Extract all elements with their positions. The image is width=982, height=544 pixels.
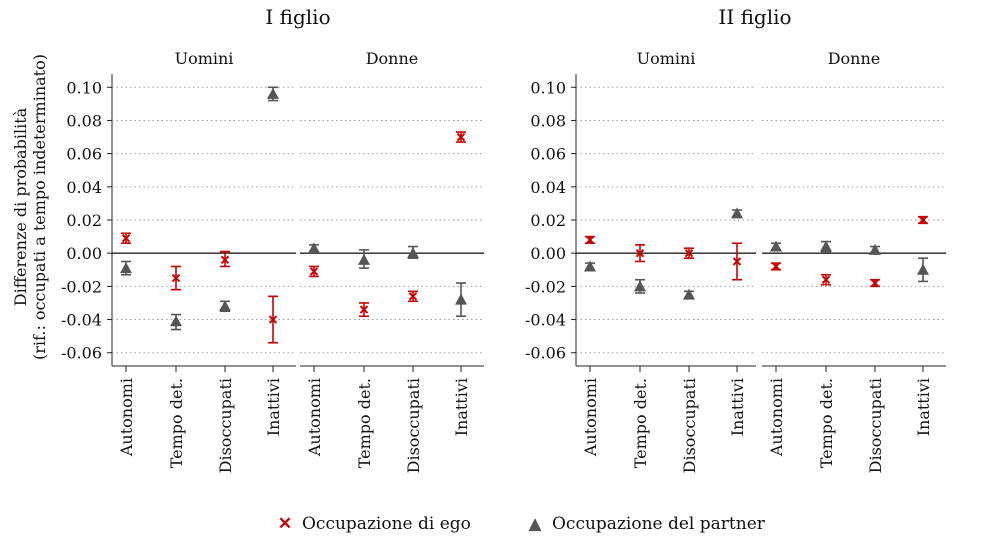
partner-point <box>308 242 320 254</box>
legend: ✕ Occupazione di ego ▲ Occupazione del p… <box>0 514 982 540</box>
partner-point <box>820 240 832 252</box>
partner-point <box>634 280 646 292</box>
panel-title: Uomini <box>175 49 234 68</box>
ego-point <box>635 248 645 258</box>
ego-point <box>684 248 694 258</box>
y-tick-label: -0.04 <box>525 311 566 330</box>
y-tick-label: 0.08 <box>530 111 566 130</box>
x-tick-label: Inattivi <box>264 378 283 436</box>
y-tick-label: 0.02 <box>66 211 102 230</box>
y-tick-label: -0.02 <box>61 277 102 296</box>
x-tick-label: Disoccupati <box>866 378 885 473</box>
y-tick-label: 0.08 <box>66 111 102 130</box>
x-tick-label: Disoccupati <box>680 378 699 473</box>
x-tick-label: Tempo det. <box>355 378 374 468</box>
ego-point <box>870 278 880 288</box>
x-tick-label: Disoccupati <box>216 378 235 473</box>
legend-item-partner: ▲ Occupazione del partner <box>526 514 765 534</box>
x-tick-label: Inattivi <box>452 378 471 436</box>
x-tick-label: Disoccupati <box>404 378 423 473</box>
partner-point <box>770 240 782 252</box>
y-tick-label: -0.06 <box>525 344 566 363</box>
y-tick-label: 0.00 <box>66 244 102 263</box>
ego-point <box>918 215 928 225</box>
y-axis-label-line2: (rif.: occupati a tempo indeterminato) <box>30 54 49 360</box>
x-tick-label: Tempo det. <box>817 378 836 468</box>
group-title: I figlio <box>265 5 330 29</box>
y-tick-label: 0.10 <box>66 78 102 97</box>
y-tick-label: 0.10 <box>530 78 566 97</box>
ego-point <box>220 255 230 265</box>
y-tick-label: 0.00 <box>530 244 566 263</box>
panel-title: Donne <box>366 49 419 68</box>
ego-point <box>456 132 466 142</box>
x-tick-label: Autonomi <box>305 378 324 457</box>
partner-point <box>869 243 881 255</box>
triangle-marker-icon: ▲ <box>528 514 542 534</box>
group-title: II figlio <box>718 5 791 29</box>
partner-point <box>584 260 596 272</box>
partner-point <box>267 87 279 99</box>
ego-point <box>585 235 595 245</box>
y-tick-label: 0.02 <box>530 211 566 230</box>
x-tick-label: Autonomi <box>581 378 600 457</box>
panel-title: Uomini <box>637 49 696 68</box>
y-tick-label: -0.02 <box>525 277 566 296</box>
legend-item-ego: ✕ Occupazione di ego <box>276 514 471 534</box>
x-tick-label: Autonomi <box>117 378 136 457</box>
partner-point <box>358 253 370 265</box>
partner-point <box>219 300 231 312</box>
partner-point <box>455 293 467 305</box>
y-tick-label: 0.04 <box>530 178 566 197</box>
y-tick-label: -0.06 <box>61 344 102 363</box>
ego-point <box>171 273 181 283</box>
y-tick-label: 0.04 <box>66 178 102 197</box>
ego-point <box>121 234 131 243</box>
partner-point <box>917 263 929 275</box>
ego-point <box>309 267 319 276</box>
x-tick-label: Autonomi <box>767 378 786 457</box>
partner-point <box>407 247 419 259</box>
partner-point <box>731 207 743 219</box>
legend-label-partner: Occupazione del partner <box>552 514 765 534</box>
ego-point <box>359 305 369 314</box>
y-axis-label-line1: Differenze di probabilità <box>11 107 30 306</box>
x-tick-label: Inattivi <box>914 378 933 436</box>
ego-point <box>408 292 418 301</box>
y-tick-label: -0.04 <box>61 311 102 330</box>
ego-point <box>268 315 278 324</box>
ego-point <box>821 275 831 284</box>
partner-point <box>120 262 132 274</box>
legend-label-ego: Occupazione di ego <box>302 514 471 534</box>
y-tick-label: 0.06 <box>66 145 102 164</box>
ego-point <box>732 257 742 266</box>
x-tick-label: Tempo det. <box>631 378 650 468</box>
x-tick-label: Tempo det. <box>167 378 186 468</box>
y-tick-label: 0.06 <box>530 145 566 164</box>
x-tick-label: Inattivi <box>728 378 747 436</box>
faceted-chart: I figlio -0.06 -0.04 -0.02 0.00 0.02 0.04 0.06 0… <box>11 5 946 473</box>
panel-title: Donne <box>828 49 881 68</box>
partner-point <box>683 288 695 300</box>
x-marker-icon: ✕ <box>277 514 293 534</box>
partner-point <box>170 315 182 327</box>
ego-point <box>771 262 781 271</box>
